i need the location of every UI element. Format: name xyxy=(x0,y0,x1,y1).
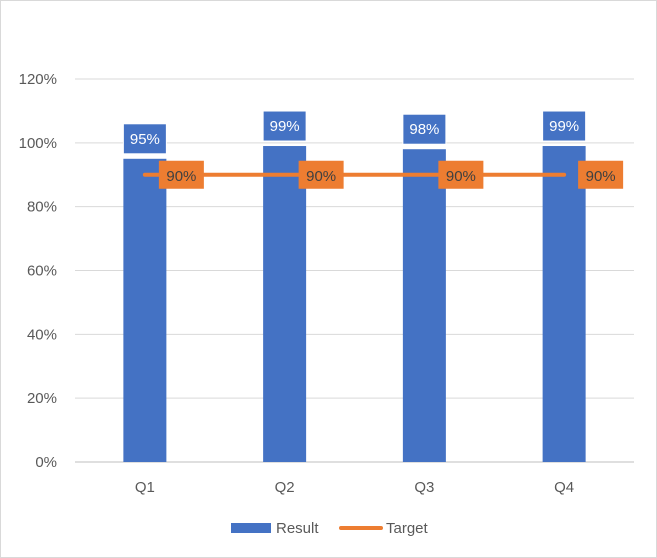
target-label-box xyxy=(578,160,624,189)
target-label-box xyxy=(438,160,484,189)
legend-label-result: Result xyxy=(276,520,319,537)
result-bars xyxy=(123,146,586,462)
result-label-box xyxy=(542,110,587,142)
x-tick-label: Q4 xyxy=(554,479,574,496)
y-tick-label: 20% xyxy=(27,390,57,407)
y-tick-label: 120% xyxy=(19,71,57,88)
target-data-label: 90% xyxy=(306,168,336,185)
result-data-label: 99% xyxy=(549,118,579,135)
result-label-box xyxy=(402,113,447,145)
result-label-box xyxy=(262,110,307,142)
y-tick-label: 80% xyxy=(27,199,57,216)
result-bar xyxy=(123,158,167,462)
target-label-box xyxy=(158,160,204,189)
target-data-label: 90% xyxy=(586,168,616,185)
x-tick-label: Q3 xyxy=(414,479,434,496)
gridlines xyxy=(75,78,634,463)
x-tick-label: Q2 xyxy=(275,479,295,496)
result-bar xyxy=(402,149,446,462)
result-data-label: 95% xyxy=(130,131,160,148)
result-bar xyxy=(263,146,307,462)
y-tick-label: 0% xyxy=(35,454,57,471)
legend-label-target: Target xyxy=(386,520,429,537)
data-labels: 95% 99% 98% 99% 90% 90% 90% 90% xyxy=(122,110,624,189)
target-label-box xyxy=(298,160,344,189)
result-bar xyxy=(542,146,586,462)
x-axis-ticks: Q1 Q2 Q3 Q4 xyxy=(135,479,574,496)
y-axis-ticks: 0% 20% 40% 60% 80% 100% 120% xyxy=(19,71,57,471)
result-label-box xyxy=(122,123,167,155)
y-tick-label: 40% xyxy=(27,326,57,343)
target-data-label: 90% xyxy=(446,168,476,185)
legend: Result Target xyxy=(231,520,429,537)
result-data-label: 98% xyxy=(409,121,439,138)
y-tick-label: 100% xyxy=(19,135,57,152)
result-data-label: 99% xyxy=(270,118,300,135)
y-tick-label: 60% xyxy=(27,263,57,280)
x-tick-label: Q1 xyxy=(135,479,155,496)
legend-swatch-result xyxy=(231,523,271,533)
target-data-label: 90% xyxy=(166,168,196,185)
